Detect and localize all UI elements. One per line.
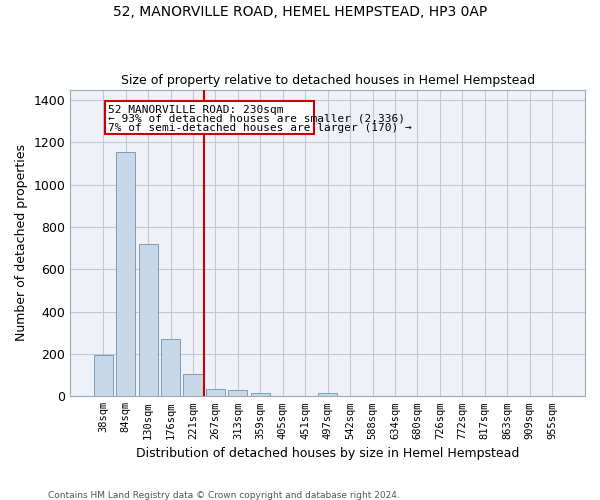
Bar xyxy=(184,374,203,396)
Text: 7% of semi-detached houses are larger (170) →: 7% of semi-detached houses are larger (1… xyxy=(109,124,412,134)
Bar xyxy=(94,356,113,397)
Text: ← 93% of detached houses are smaller (2,336): ← 93% of detached houses are smaller (2,… xyxy=(109,114,406,124)
Bar xyxy=(116,152,135,396)
Y-axis label: Number of detached properties: Number of detached properties xyxy=(15,144,28,342)
X-axis label: Distribution of detached houses by size in Hemel Hempstead: Distribution of detached houses by size … xyxy=(136,447,520,460)
Bar xyxy=(206,390,225,396)
FancyBboxPatch shape xyxy=(105,101,314,134)
Text: 52 MANORVILLE ROAD: 230sqm: 52 MANORVILLE ROAD: 230sqm xyxy=(109,105,284,115)
Bar xyxy=(251,394,270,396)
Text: Contains HM Land Registry data © Crown copyright and database right 2024.: Contains HM Land Registry data © Crown c… xyxy=(48,490,400,500)
Bar xyxy=(229,390,247,396)
Text: 52, MANORVILLE ROAD, HEMEL HEMPSTEAD, HP3 0AP: 52, MANORVILLE ROAD, HEMEL HEMPSTEAD, HP… xyxy=(113,5,487,19)
Title: Size of property relative to detached houses in Hemel Hempstead: Size of property relative to detached ho… xyxy=(121,74,535,87)
Bar xyxy=(161,339,180,396)
Bar xyxy=(318,394,337,396)
Bar xyxy=(139,244,158,396)
